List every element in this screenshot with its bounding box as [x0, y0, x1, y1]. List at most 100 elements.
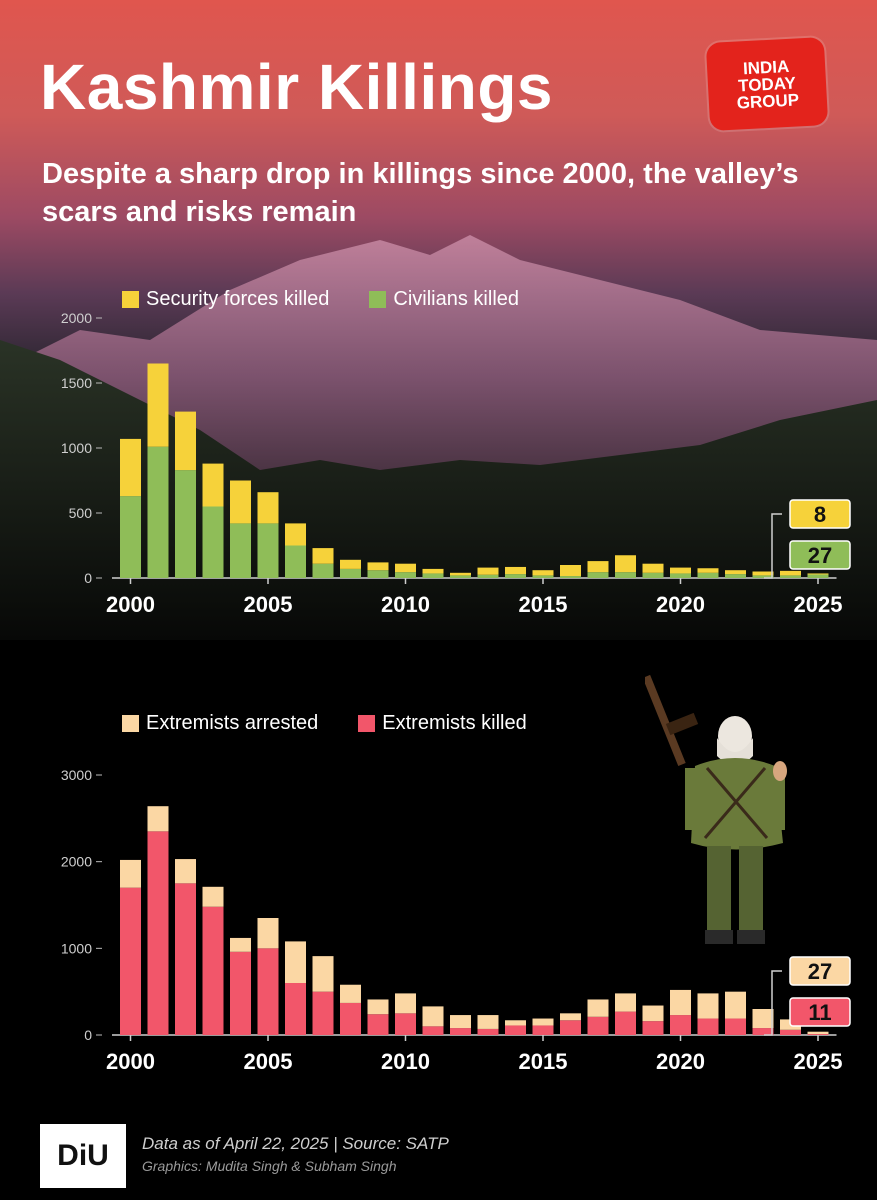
annotation-box: [789, 499, 851, 529]
bar-extremists-arrested-2016: [560, 1013, 581, 1021]
bar-extremists-killed-2018: [615, 1011, 636, 1035]
diu-logo: DiU: [40, 1124, 126, 1188]
bar-extremists-killed-2000: [120, 887, 141, 1035]
legend-item-killed: Extremists killed: [358, 712, 527, 735]
bar-extremists-killed-2005: [257, 948, 279, 1035]
y-tick-label: 2000: [61, 310, 92, 326]
source-line: Data as of April 22, 2025 | Source: SATP: [142, 1134, 449, 1153]
bar-civilians-killed-2000: [120, 496, 141, 578]
bar-extremists-arrested-2019: [642, 1005, 664, 1022]
bar-extremists-killed-2006: [285, 983, 306, 1035]
bar-security-forces-killed-2002: [175, 411, 196, 471]
bar-extremists-killed-2017: [587, 1016, 609, 1035]
bar-extremists-arrested-2012: [450, 1015, 471, 1029]
bar-extremists-arrested-2005: [257, 918, 279, 949]
bar-civilians-killed-2005: [257, 523, 279, 578]
bar-extremists-killed-2004: [230, 951, 251, 1035]
bar-extremists-arrested-2021: [697, 993, 719, 1019]
bar-civilians-killed-2022: [725, 574, 746, 578]
legend-swatch-security: [122, 291, 139, 308]
bar-extremists-killed-2024: [780, 1029, 801, 1035]
legend-item-security: Security forces killed: [122, 288, 329, 311]
bar-extremists-arrested-2009: [367, 999, 389, 1015]
bar-security-forces-killed-2017: [587, 561, 609, 573]
india-today-group-logo: INDIA TODAY GROUP: [705, 36, 829, 132]
chart-extremists: 0 1000 2000 3000 2000 2005 2010 2015 2020 2025 27 1…: [61, 767, 851, 1074]
bar-extremists-arrested-2023: [752, 1009, 774, 1029]
annotation-value: 27: [808, 543, 832, 568]
bar-security-forces-killed-2025: [807, 573, 829, 575]
chart1-legend: Security forces killed Civilians killed: [122, 288, 559, 311]
x-tick-label: 2020: [656, 592, 705, 617]
y-tick-label: 0: [84, 1027, 92, 1043]
bar-security-forces-killed-2013: [477, 567, 499, 575]
bar-extremists-killed-2001: [147, 831, 169, 1035]
x-tick-label: 2000: [106, 1049, 155, 1074]
bar-security-forces-killed-2006: [285, 523, 306, 546]
bar-civilians-killed-2001: [147, 446, 169, 578]
x-tick-label: 2010: [381, 592, 430, 617]
bar-civilians-killed-2009: [367, 570, 389, 578]
y-tick-label: 0: [84, 570, 92, 586]
bar-extremists-arrested-2014: [505, 1020, 526, 1026]
footer-source: Data as of April 22, 2025 | Source: SATP…: [142, 1134, 449, 1174]
bar-extremists-arrested-2002: [175, 859, 196, 884]
bar-extremists-arrested-2000: [120, 859, 141, 888]
legend-label-security: Security forces killed: [146, 288, 330, 310]
bar-civilians-killed-2012: [450, 575, 471, 578]
bar-civilians-killed-2013: [477, 574, 499, 578]
bar-extremists-arrested-2011: [422, 1006, 444, 1027]
chart2-legend: Extremists arrested Extremists killed: [122, 712, 567, 735]
legend-swatch-civilians: [369, 291, 387, 308]
bar-civilians-killed-2017: [587, 572, 609, 578]
x-tick-label: 2025: [794, 1049, 843, 1074]
page-subtitle: Despite a sharp drop in killings since 2…: [42, 158, 799, 228]
bar-security-forces-killed-2005: [257, 492, 279, 524]
x-tick-label: 2010: [381, 1049, 430, 1074]
militant-illustration: [645, 674, 787, 944]
bar-security-forces-killed-2000: [120, 438, 141, 497]
bar-security-forces-killed-2014: [505, 566, 526, 575]
bar-extremists-arrested-2022: [725, 991, 746, 1019]
bar-security-forces-killed-2001: [147, 363, 169, 447]
bar-extremists-killed-2013: [477, 1028, 499, 1035]
bar-security-forces-killed-2022: [725, 570, 746, 575]
bar-security-forces-killed-2023: [752, 571, 774, 576]
bar-extremists-killed-2019: [642, 1021, 664, 1035]
credit-line: Graphics: Mudita Singh & Subham Singh: [142, 1158, 397, 1174]
bar-extremists-killed-2025: [807, 1034, 829, 1035]
legend-label-killed: Extremists killed: [382, 712, 527, 734]
bar-extremists-killed-2002: [175, 883, 196, 1035]
annotation-box: [789, 997, 851, 1027]
bar-security-forces-killed-2016: [560, 565, 581, 577]
annotation-box: [789, 540, 851, 570]
x-tick-label: 2005: [244, 1049, 293, 1074]
y-tick-label: 1000: [61, 440, 92, 456]
annotation-bracket: [764, 970, 782, 1036]
legend-swatch-arrested: [122, 715, 139, 732]
bar-civilians-killed-2011: [422, 573, 444, 578]
x-tick-label: 2015: [519, 592, 568, 617]
bar-civilians-killed-2018: [615, 572, 636, 578]
bar-extremists-arrested-2004: [230, 937, 251, 952]
bar-extremists-arrested-2017: [587, 999, 609, 1017]
bar-extremists-killed-2010: [395, 1013, 416, 1035]
y-tick-label: 1500: [61, 375, 92, 391]
bar-extremists-killed-2009: [367, 1014, 389, 1035]
bar-civilians-killed-2003: [202, 506, 224, 578]
bar-extremists-killed-2022: [725, 1018, 746, 1035]
x-tick-label: 2020: [656, 1049, 705, 1074]
bar-extremists-killed-2023: [752, 1028, 774, 1035]
bar-extremists-arrested-2007: [312, 956, 334, 992]
bar-extremists-killed-2012: [450, 1028, 471, 1035]
bar-extremists-killed-2011: [422, 1026, 444, 1035]
bar-extremists-killed-2016: [560, 1020, 581, 1035]
bar-security-forces-killed-2019: [642, 563, 664, 573]
bar-civilians-killed-2015: [532, 575, 554, 578]
bar-security-forces-killed-2008: [340, 559, 361, 569]
x-tick-label: 2005: [244, 592, 293, 617]
y-tick-label: 500: [69, 505, 93, 521]
x-tick-label: 2025: [794, 592, 843, 617]
y-tick-label: 3000: [61, 767, 92, 783]
bar-extremists-arrested-2008: [340, 984, 361, 1003]
